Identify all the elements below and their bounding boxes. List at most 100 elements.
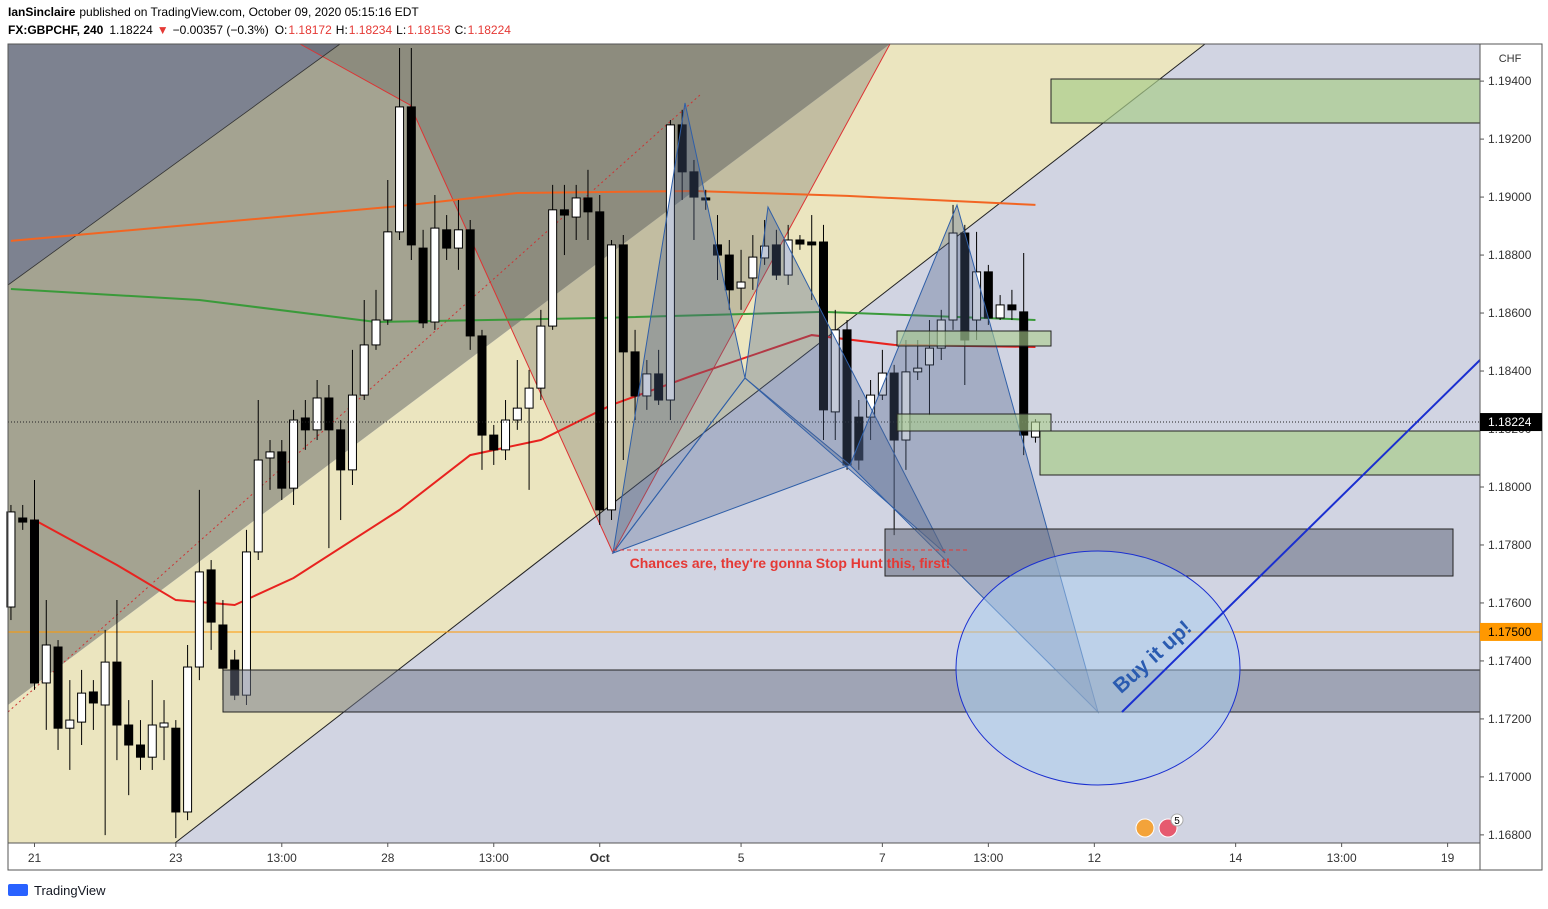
candle-body [359,344,369,396]
candle-body [771,244,781,276]
candle-body [206,569,216,623]
x-tick-label: 7 [879,851,886,865]
zone-box [896,413,1052,432]
candle-body [995,304,1005,319]
price-axis [1479,43,1543,871]
candle-body [512,407,522,421]
candle-body [1019,311,1029,436]
candle-body [607,244,617,511]
candle-body [760,245,770,259]
candle-body [489,434,499,451]
candle-body [88,691,98,704]
candle-body [383,231,393,321]
y-tick-label: 1.18000 [1488,480,1532,494]
candle-body [877,372,887,396]
ohlc-label: C: [455,23,467,37]
y-tick-label: 1.18800 [1488,248,1532,262]
y-tick-label: 1.19200 [1488,132,1532,146]
arrow: ▼ [157,23,169,37]
badge-count: 5 [1174,816,1180,827]
candle-body [795,239,805,245]
candle-body [418,247,428,324]
candle-body [595,211,605,511]
candle-body [347,394,357,471]
ohlc-label: H: [336,23,348,37]
annotation: Chances are, they're gonna Stop Hunt thi… [630,555,951,571]
candle-body [783,239,793,276]
candle-body [124,724,134,746]
time-axis [7,842,1481,871]
candle-body [277,451,287,489]
candle-body [665,124,675,401]
x-tick-label: 13:00 [267,851,297,865]
footer-text: TradingView [34,883,106,898]
zone-box [1039,430,1481,476]
candle-body [371,319,381,346]
ohlc-value: 1.18224 [468,23,512,37]
candle-body [18,517,28,523]
candle-body [159,722,169,728]
zone-box [896,330,1052,347]
badge [1170,813,1184,827]
author: IanSinclaire [8,5,76,19]
candle-body [453,229,463,249]
candle-body [618,244,628,353]
candle-body [1007,304,1017,311]
candle-body [442,229,452,249]
candle-body [571,197,581,218]
candle-body [147,724,157,758]
candle-body [77,692,87,723]
candle-body [972,271,982,321]
x-tick-label: 14 [1229,851,1243,865]
candle-body [748,256,758,279]
y-tick-label: 1.19400 [1488,74,1532,88]
symbol: FX:GBPCHF, 240 [8,23,104,37]
y-tick-label: 1.17600 [1488,596,1532,610]
moving-average [10,189,1036,242]
candle-body [41,644,51,684]
candle-body [65,719,75,729]
candle-body [253,459,263,553]
event-icon[interactable] [1135,818,1155,838]
currency: CHF [1499,53,1522,65]
candle-body [395,106,405,233]
x-tick-label: 5 [738,851,745,865]
candle-body [312,397,322,431]
candle-body [406,106,416,246]
y-tick-label: 1.19000 [1488,190,1532,204]
candle-body [689,171,699,198]
candle-body [548,209,558,327]
candle-body [830,329,840,413]
candle-body [430,227,440,323]
candle-body [135,744,145,758]
candle-body [724,254,734,291]
x-tick-label: 23 [169,851,183,865]
event-icons: 5 [1135,813,1184,838]
ohlc-label: O: [275,23,288,37]
candle-body [642,373,652,397]
candle-body [6,511,16,608]
x-tick-label: 21 [28,851,42,865]
candle-body [336,429,346,471]
change: −0.00357 (−0.3%) [173,23,269,37]
x-tick-label: 13:00 [973,851,1003,865]
candle-body [29,519,39,684]
y-tick-label: 1.17200 [1488,712,1532,726]
candle-body [171,727,181,813]
candle-body [465,229,475,337]
ohlc-value: 1.18234 [349,23,393,37]
zone-box [222,669,1481,713]
candle-body [913,367,923,373]
candle-body [300,417,310,431]
candle-body [194,571,204,668]
candle-body [854,416,864,461]
y-tick-label: 1.18400 [1488,364,1532,378]
candle-body [53,646,63,729]
candle-body [524,387,534,409]
footer: TradingView [8,883,106,898]
candle-body [218,624,228,669]
header-line1: IanSinclaire published on TradingView.com… [8,5,419,19]
candle-body [477,335,487,436]
